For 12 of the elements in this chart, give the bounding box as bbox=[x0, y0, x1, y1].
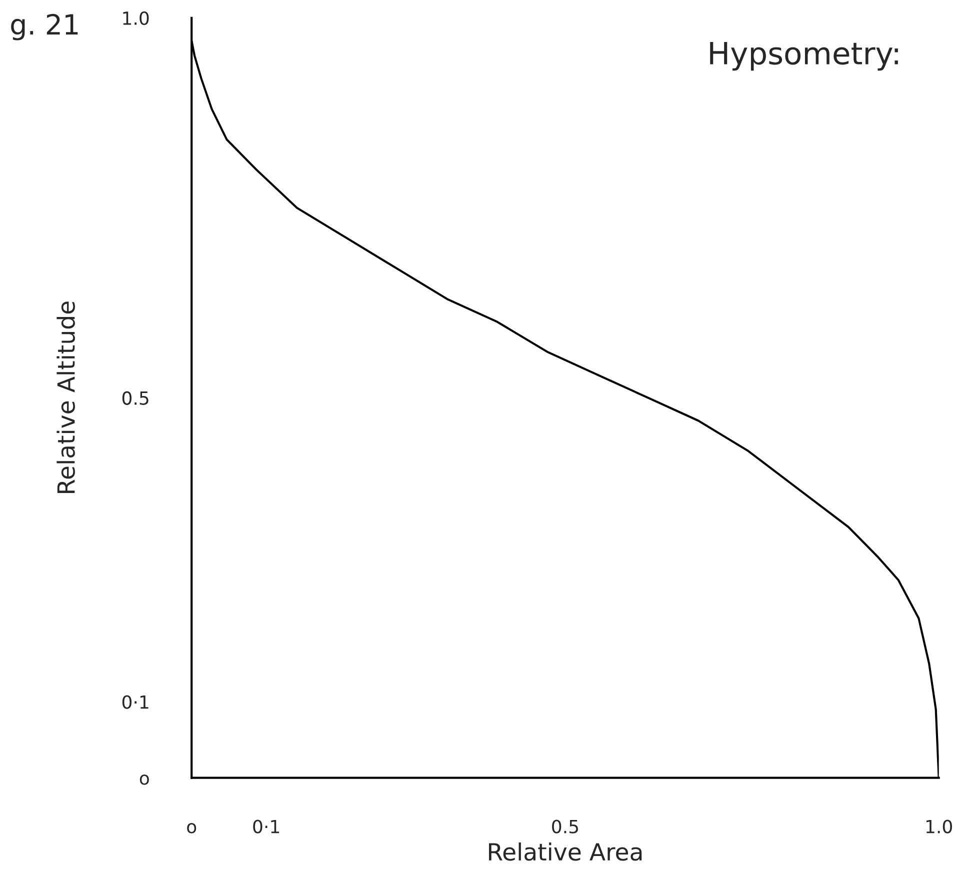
x-tick-label: o bbox=[187, 823, 196, 834]
text: Hypsometry: bbox=[710, 42, 898, 71]
x-tick-label: 1.0 bbox=[926, 820, 952, 834]
y-axis-title: Relative Altitude bbox=[56, 302, 75, 494]
text: g. 21 bbox=[11, 14, 78, 40]
x-axis-title: Relative Area bbox=[489, 842, 642, 861]
x-tick-label: 0·1 bbox=[253, 820, 280, 834]
x-tick-label: 0.5 bbox=[552, 820, 578, 834]
y-tick-label: 0.5 bbox=[122, 391, 148, 405]
y-tick-label: 1.0 bbox=[123, 11, 149, 25]
y-tick-label: 0·1 bbox=[122, 695, 148, 709]
y-tick-label: o bbox=[140, 774, 149, 785]
